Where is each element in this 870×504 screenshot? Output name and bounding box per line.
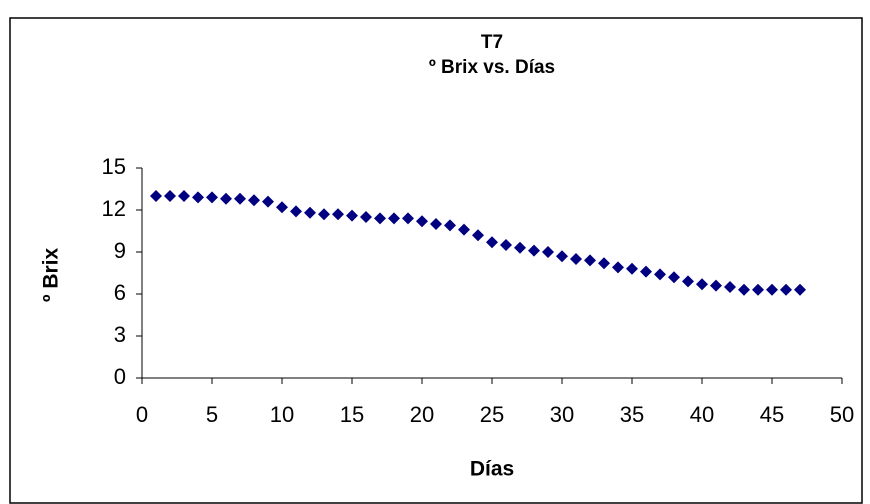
data-point: [164, 190, 176, 202]
data-point: [766, 283, 778, 296]
x-tick-label: 25: [480, 402, 504, 427]
data-point: [570, 253, 582, 265]
data-point: [458, 223, 470, 236]
x-tick-label: 45: [760, 402, 784, 427]
data-point: [682, 275, 694, 288]
data-point: [150, 190, 162, 202]
data-point: [290, 205, 302, 218]
data-point: [276, 201, 288, 214]
data-point: [668, 271, 680, 284]
x-tick-label: 5: [206, 402, 218, 427]
x-axis-label: Días: [470, 458, 514, 481]
data-point: [710, 279, 722, 292]
data-point: [248, 194, 260, 207]
data-point: [640, 265, 652, 278]
data-point: [654, 268, 666, 281]
data-point: [388, 212, 400, 225]
x-tick-label: 10: [270, 402, 294, 427]
data-point: [780, 283, 792, 296]
data-point: [500, 239, 512, 251]
data-point: [444, 219, 456, 232]
data-point: [304, 206, 316, 219]
data-point: [724, 281, 736, 293]
data-point: [416, 215, 428, 228]
x-tick-label: 50: [830, 402, 854, 427]
data-point: [374, 212, 386, 225]
data-point: [318, 208, 330, 221]
y-tick-label: 0: [114, 364, 126, 389]
data-point: [262, 195, 274, 208]
data-point: [556, 250, 568, 263]
data-point: [584, 254, 596, 267]
data-point: [402, 212, 414, 225]
data-point: [528, 244, 540, 257]
data-point: [626, 262, 638, 275]
data-point: [486, 236, 498, 249]
y-tick-label: 6: [114, 280, 126, 305]
data-point: [332, 208, 344, 221]
x-tick-label: 15: [340, 402, 364, 427]
data-point: [752, 283, 764, 296]
data-point: [360, 211, 372, 223]
chart-title: T7: [481, 32, 503, 53]
y-tick-label: 15: [102, 154, 126, 179]
data-point: [542, 246, 554, 258]
y-axis-label: º Brix: [40, 248, 63, 303]
y-tick-label: 12: [102, 196, 126, 221]
chart-subtitle: º Brix vs. Días: [429, 57, 555, 78]
data-point: [612, 261, 624, 274]
data-point: [234, 192, 246, 205]
data-point: [192, 191, 204, 204]
data-point: [514, 241, 526, 254]
data-point: [472, 229, 484, 242]
chart-border: [9, 17, 863, 504]
x-tick-label: 20: [410, 402, 434, 427]
data-point: [346, 209, 358, 222]
data-point: [598, 257, 610, 270]
x-tick-label: 30: [550, 402, 574, 427]
x-tick-label: 35: [620, 402, 644, 427]
data-point: [738, 283, 750, 296]
x-tick-label: 40: [690, 402, 714, 427]
x-tick-label: 0: [136, 402, 148, 427]
data-point: [220, 192, 232, 205]
data-point: [696, 278, 708, 291]
data-point: [794, 283, 806, 296]
data-point: [430, 218, 442, 230]
y-tick-label: 3: [114, 322, 126, 347]
data-point: [178, 190, 190, 202]
data-point: [206, 191, 218, 204]
y-tick-label: 9: [114, 238, 126, 263]
